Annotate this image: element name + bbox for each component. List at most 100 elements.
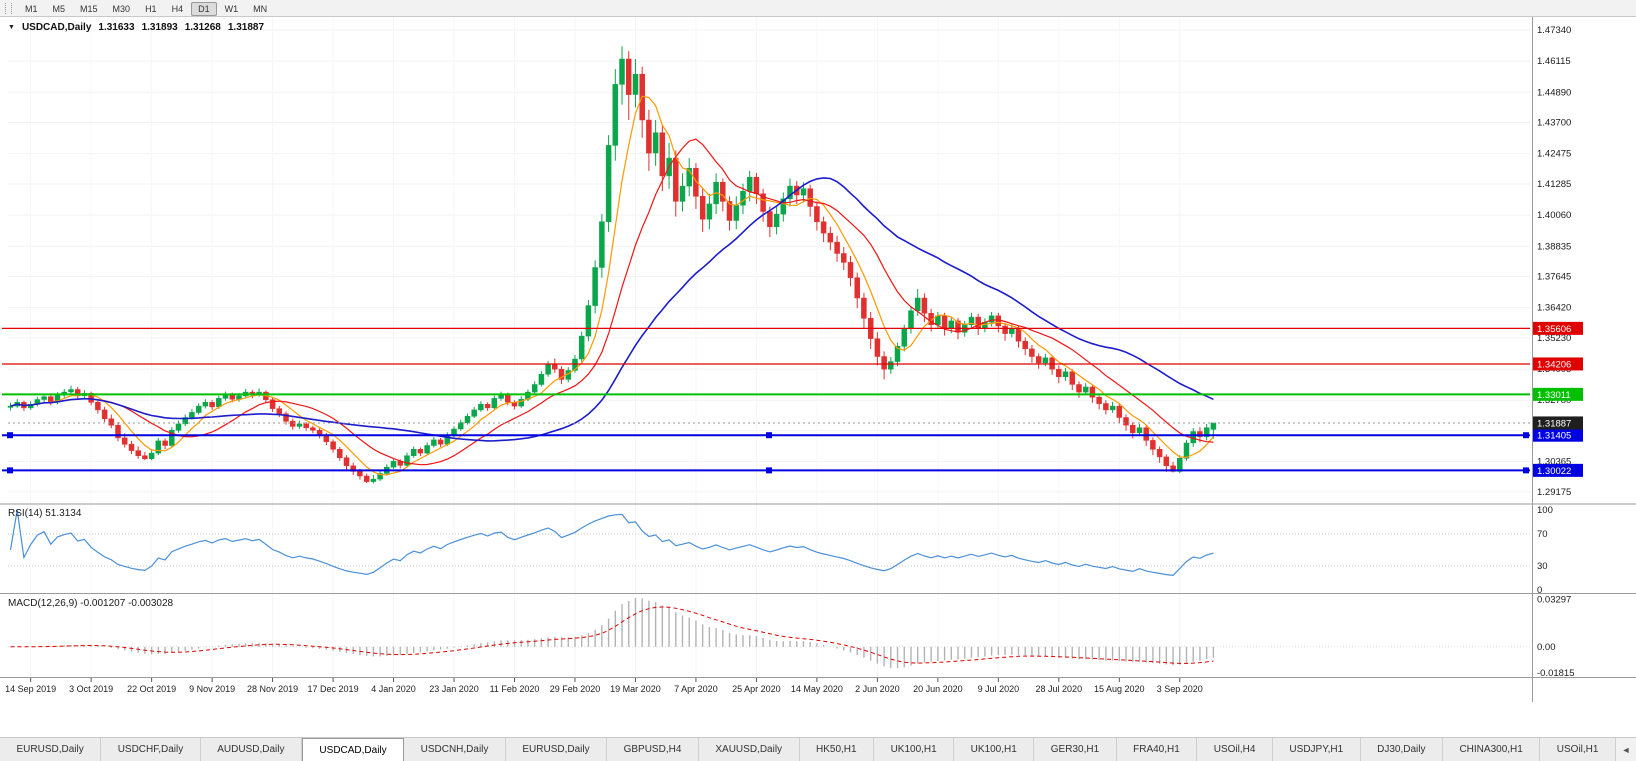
svg-text:3 Sep 2020: 3 Sep 2020 [1157,684,1203,694]
chart-tab-ger30-h1[interactable]: GER30,H1 [1034,738,1117,761]
ohlc-high: 1.31893 [141,22,178,33]
svg-text:1.37645: 1.37645 [1537,272,1571,283]
chart-tab-eurusd-daily[interactable]: EURUSD,Daily [505,738,608,761]
chart-title: ▼ USDCAD,Daily 1.31633 1.31893 1.31268 1… [8,22,264,33]
svg-text:1.36420: 1.36420 [1537,303,1571,314]
macd-signal-line [10,606,1214,664]
timeframe-d1[interactable]: D1 [191,2,217,16]
svg-text:1.42475: 1.42475 [1537,149,1571,160]
price-tag-1.30022 [1533,463,1583,477]
chart-tab-usdjpy-h1[interactable]: USDJPY,H1 [1272,738,1361,761]
svg-text:2 Jun 2020: 2 Jun 2020 [855,684,900,694]
svg-text:1.31887: 1.31887 [1537,418,1571,429]
chart-tab-uk100-h1[interactable]: UK100,H1 [874,738,955,761]
timeframe-h4[interactable]: H4 [171,4,184,14]
svg-text:1.35230: 1.35230 [1537,333,1571,344]
svg-text:17 Dec 2019: 17 Dec 2019 [308,684,359,694]
ma-line-14 [10,138,1214,466]
svg-text:1.47340: 1.47340 [1537,25,1571,36]
svg-text:1.30022: 1.30022 [1537,466,1571,477]
candles-layer [7,46,1217,484]
svg-text:14 May 2020: 14 May 2020 [791,684,843,694]
date-axis[interactable]: 14 Sep 2019 3 Oct 2019 22 Oct 2019 9 Nov 20… [5,678,1203,694]
ohlc-open: 1.31633 [98,22,135,33]
price-tag-1.31405 [1533,428,1583,442]
timeframe-toolbar: M1 M5 M15 M30 H1 H4 D1 W1 MN [0,0,1636,17]
svg-text:1.35606: 1.35606 [1537,324,1571,335]
timeframe-w1[interactable]: W1 [224,4,239,14]
chart-tab-eurusd-daily[interactable]: EURUSD,Daily [0,738,102,761]
timeframe-buttons: M1 M5 M15 M30 H1 H4 D1 W1 MN [18,0,275,17]
chart-tab-fra40-h1[interactable]: FRA40,H1 [1116,738,1198,761]
hlines-layer [2,327,1530,474]
chart-tab-uk100-h1[interactable]: UK100,H1 [954,738,1035,761]
svg-text:28 Jul 2020: 28 Jul 2020 [1036,684,1083,694]
chart-tab-dj30-daily[interactable]: DJ30,Daily [1360,738,1443,761]
svg-text:25 Apr 2020: 25 Apr 2020 [732,684,781,694]
timeframe-m30[interactable]: M30 [112,4,131,14]
svg-text:1.33011: 1.33011 [1537,390,1571,401]
chart-tab-usdcnh-daily[interactable]: USDCNH,Daily [404,738,506,761]
svg-text:1.46115: 1.46115 [1537,56,1571,67]
chart-tab-usoil-h4[interactable]: USOil,H4 [1197,738,1273,761]
hline-selection-handle[interactable] [766,467,772,474]
svg-text:1.43700: 1.43700 [1537,118,1571,129]
hline-selection-handle[interactable] [1523,432,1529,439]
price-tag-1.35606 [1533,321,1583,335]
hline-selection-handle[interactable] [1523,467,1529,474]
chart-tab-usdcad-daily[interactable]: USDCAD,Daily [301,738,405,761]
svg-text:9 Jul 2020: 9 Jul 2020 [978,684,1020,694]
svg-text:19 Mar 2020: 19 Mar 2020 [610,684,661,694]
timeframe-m1[interactable]: M1 [25,4,38,14]
pane-dividers [0,17,1636,702]
svg-text:1.44890: 1.44890 [1537,87,1571,98]
svg-text:1.38835: 1.38835 [1537,241,1571,252]
chart-tab-xauusd-daily[interactable]: XAUUSD,Daily [698,738,800,761]
svg-text:7 Apr 2020: 7 Apr 2020 [674,684,718,694]
svg-text:11 Feb 2020: 11 Feb 2020 [490,684,540,694]
timeframe-mn[interactable]: MN [253,4,268,14]
tab-scroll-left-icon[interactable]: ◄ [1621,744,1631,755]
collapse-arrow-icon[interactable]: ▼ [8,24,15,31]
hline-selection-handle[interactable] [7,467,13,474]
price-tag-1.34206 [1533,357,1583,371]
svg-text:1.40060: 1.40060 [1537,210,1571,221]
svg-text:-0.01815: -0.01815 [1537,668,1575,679]
svg-text:0.03297: 0.03297 [1537,595,1571,606]
svg-text:30: 30 [1537,561,1548,572]
timeframe-h1[interactable]: H1 [145,4,157,14]
svg-text:1.29175: 1.29175 [1537,487,1571,498]
ohlc-close: 1.31887 [227,22,265,33]
svg-text:1.31405: 1.31405 [1537,431,1571,442]
pane-labels: RSI(14) 51.3134 MACD(12,26,9) -0.001207 -… [8,508,174,609]
svg-text:3 Oct 2019: 3 Oct 2019 [69,684,113,694]
chart-tab-hk50-h1[interactable]: HK50,H1 [799,738,875,761]
chart-tab-china300-h1[interactable]: CHINA300,H1 [1442,738,1541,761]
svg-text:RSI(14) 51.3134: RSI(14) 51.3134 [8,508,82,519]
chart-tab-usdchf-daily[interactable]: USDCHF,Daily [101,738,201,761]
svg-text:MACD(12,26,9) -0.001207 -0.003: MACD(12,26,9) -0.001207 -0.003028 [8,598,174,609]
svg-text:29 Feb 2020: 29 Feb 2020 [550,684,601,694]
svg-text:20 Jun 2020: 20 Jun 2020 [913,684,963,694]
chart-tab-audusd-daily[interactable]: AUDUSD,Daily [200,738,302,761]
svg-text:14 Sep 2019: 14 Sep 2019 [5,684,56,694]
svg-text:22 Oct 2019: 22 Oct 2019 [127,684,176,694]
ohlc-low: 1.31268 [184,22,221,33]
chart-tab-bar: EURUSD,Daily USDCHF,Daily AUDUSD,Daily USDC… [0,737,1636,761]
hline-selection-handle[interactable] [766,432,772,439]
price-axis[interactable]: 1.47340 1.46115 1.44890 1.43700 1.42475 1.412… [1533,25,1583,679]
chart-tab-gbpusd-h4[interactable]: GBPUSD,H4 [607,738,699,761]
hline-selection-handle[interactable] [7,432,13,439]
toolbar-grip[interactable] [5,2,12,14]
svg-text:23 Jan 2020: 23 Jan 2020 [429,684,479,694]
svg-text:4 Jan 2020: 4 Jan 2020 [371,684,416,694]
chart-symbol-period: USDCAD,Daily [21,22,92,33]
svg-text:100: 100 [1537,505,1553,516]
timeframe-m15[interactable]: M15 [80,4,98,14]
timeframe-m5[interactable]: M5 [52,4,66,14]
ma-line-6 [10,95,1214,476]
chart-tab-usoil-h1[interactable]: USOil,H1 [1540,738,1616,761]
svg-text:28 Nov 2019: 28 Nov 2019 [247,684,298,694]
price-tag-1.31887 [1533,416,1583,430]
